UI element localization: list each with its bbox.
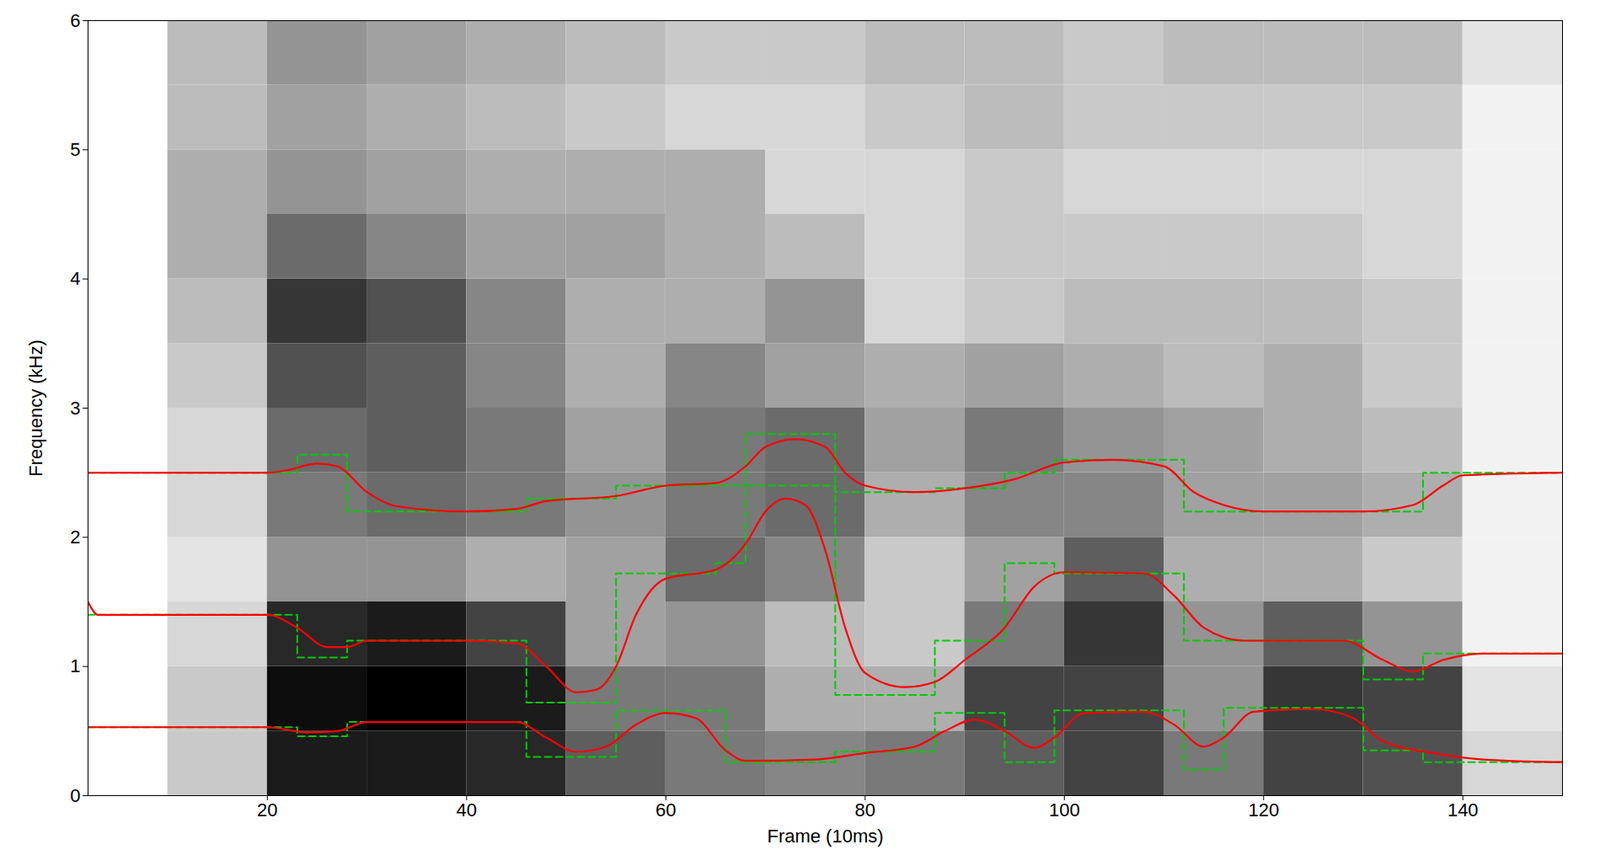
svg-text:1: 1 — [69, 655, 81, 677]
svg-text:120: 120 — [1247, 799, 1279, 821]
svg-text:Frame (10ms): Frame (10ms) — [766, 825, 883, 847]
svg-text:60: 60 — [655, 799, 676, 821]
svg-text:40: 40 — [456, 799, 477, 821]
svg-text:3: 3 — [69, 397, 81, 419]
svg-text:4: 4 — [69, 267, 81, 289]
svg-text:20: 20 — [256, 799, 278, 821]
svg-text:140: 140 — [1447, 799, 1479, 821]
svg-text:Frequency (kHz): Frequency (kHz) — [25, 339, 47, 477]
svg-text:80: 80 — [855, 799, 876, 821]
svg-text:5: 5 — [69, 139, 81, 161]
svg-text:2: 2 — [69, 526, 81, 548]
svg-text:100: 100 — [1048, 799, 1081, 821]
svg-text:6: 6 — [69, 10, 81, 32]
svg-text:0: 0 — [69, 785, 81, 807]
